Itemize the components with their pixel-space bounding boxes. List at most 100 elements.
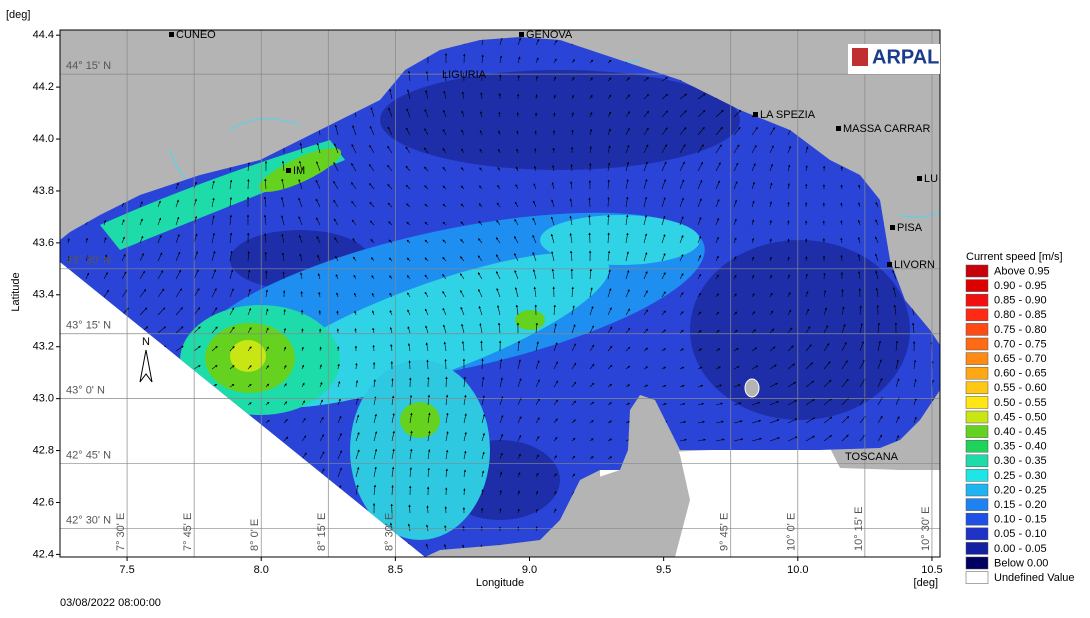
dms-lat-label: 43° 0' N bbox=[66, 385, 105, 397]
legend-swatch bbox=[966, 426, 988, 438]
y-tick-label: 43.0 bbox=[33, 393, 54, 405]
dms-lon-label: 7° 45' E bbox=[182, 513, 194, 551]
legend-swatch bbox=[966, 323, 988, 335]
logo-text: ARPAL bbox=[872, 46, 939, 68]
slow-zone bbox=[690, 240, 910, 420]
x-unit: [deg] bbox=[914, 577, 938, 589]
legend-swatch bbox=[966, 542, 988, 554]
legend-label: 0.70 - 0.75 bbox=[994, 338, 1047, 350]
legend-label: 0.05 - 0.10 bbox=[994, 528, 1047, 540]
x-tick-label: 10.5 bbox=[921, 564, 942, 576]
legend-label: Above 0.95 bbox=[994, 265, 1050, 277]
legend-swatch bbox=[966, 484, 988, 496]
dms-lon-label: 10° 15' E bbox=[853, 507, 865, 551]
legend-swatch bbox=[966, 367, 988, 379]
legend-swatch bbox=[966, 338, 988, 350]
x-tick-label: 10.0 bbox=[787, 564, 808, 576]
dms-lon-label: 7° 30' E bbox=[115, 513, 127, 551]
legend-label: 0.60 - 0.65 bbox=[994, 368, 1047, 380]
logo: ARPAL bbox=[848, 44, 940, 74]
legend-swatch bbox=[966, 557, 988, 569]
y-tick-label: 43.2 bbox=[33, 341, 54, 353]
legend-swatch bbox=[966, 513, 988, 525]
legend: Above 0.950.90 - 0.950.85 - 0.900.80 - 0… bbox=[966, 265, 1075, 584]
legend-swatch bbox=[966, 294, 988, 306]
place-label: LU bbox=[924, 173, 938, 185]
dms-lon-label: 7° 15' E bbox=[48, 513, 60, 551]
dms-lon-label: 9° 45' E bbox=[719, 513, 731, 551]
fast-zone bbox=[350, 360, 490, 540]
y-tick-label: 42.4 bbox=[33, 548, 54, 560]
y-tick-label: 43.6 bbox=[33, 237, 54, 249]
legend-swatch bbox=[966, 396, 988, 408]
slow-zone bbox=[380, 70, 740, 170]
y-tick-label: 42.8 bbox=[33, 444, 54, 456]
legend-label: 0.20 - 0.25 bbox=[994, 484, 1047, 496]
legend-swatch bbox=[966, 309, 988, 321]
y-unit: [deg] bbox=[6, 9, 30, 21]
island bbox=[745, 379, 759, 397]
legend-label: 0.10 - 0.15 bbox=[994, 514, 1047, 526]
legend-label: 0.00 - 0.05 bbox=[994, 543, 1047, 555]
eddy bbox=[230, 340, 266, 372]
timestamp: 03/08/2022 08:00:00 bbox=[60, 597, 161, 609]
legend-swatch bbox=[966, 455, 988, 467]
y-tick-label: 44.0 bbox=[33, 133, 54, 145]
place-label: MASSA CARRAR bbox=[843, 123, 930, 135]
legend-label: 0.30 - 0.35 bbox=[994, 455, 1047, 467]
legend-label: 0.80 - 0.85 bbox=[994, 309, 1047, 321]
place-label: IM bbox=[293, 165, 305, 177]
legend-swatch bbox=[966, 382, 988, 394]
place-label: CUNEO bbox=[176, 29, 216, 41]
dms-lon-label: 8° 15' E bbox=[316, 513, 328, 551]
eddy bbox=[515, 310, 545, 330]
y-tick-label: 42.6 bbox=[33, 496, 54, 508]
dms-lat-label: 43° 15' N bbox=[66, 320, 111, 332]
place-label: PISA bbox=[897, 222, 923, 234]
place-marker bbox=[836, 126, 841, 131]
legend-label: 0.75 - 0.80 bbox=[994, 324, 1047, 336]
dms-lon-label: 8° 0' E bbox=[249, 519, 261, 551]
x-tick-label: 8.5 bbox=[388, 564, 403, 576]
legend-label: 0.55 - 0.60 bbox=[994, 382, 1047, 394]
legend-swatch bbox=[966, 353, 988, 365]
dms-lon-label: 10° 0' E bbox=[786, 513, 798, 551]
legend-swatch bbox=[966, 265, 988, 277]
eddy bbox=[400, 402, 440, 438]
place-marker bbox=[753, 112, 758, 117]
dms-lat-label: 44° 15' N bbox=[66, 60, 111, 72]
place-label: GENOVA bbox=[526, 29, 573, 41]
y-axis-title: Latitude bbox=[10, 272, 22, 311]
legend-swatch bbox=[966, 528, 988, 540]
place-label: LIGURIA bbox=[442, 69, 487, 81]
legend-label: 0.50 - 0.55 bbox=[994, 397, 1047, 409]
place-label: LA SPEZIA bbox=[760, 109, 816, 121]
legend-label: 0.90 - 0.95 bbox=[994, 280, 1047, 292]
legend-swatch bbox=[966, 440, 988, 452]
place-marker bbox=[519, 32, 524, 37]
legend-label: 0.45 - 0.50 bbox=[994, 411, 1047, 423]
legend-label: 0.25 - 0.30 bbox=[994, 470, 1047, 482]
dms-lon-label: 8° 30' E bbox=[383, 513, 395, 551]
dms-lon-label: 10° 30' E bbox=[920, 507, 932, 551]
legend-label: 0.35 - 0.40 bbox=[994, 441, 1047, 453]
y-tick-label: 44.4 bbox=[33, 29, 54, 41]
legend-label: 0.15 - 0.20 bbox=[994, 499, 1047, 511]
legend-swatch bbox=[966, 469, 988, 481]
legend-title: Current speed [m/s] bbox=[966, 251, 1063, 263]
legend-swatch bbox=[966, 499, 988, 511]
legend-label: Undefined Value bbox=[994, 572, 1075, 584]
north-label: N bbox=[142, 336, 150, 348]
place-label: TOSCANA bbox=[845, 451, 899, 463]
x-tick-label: 8.0 bbox=[254, 564, 269, 576]
dms-lat-label: 43° 30' N bbox=[66, 255, 111, 267]
x-tick-label: 7.5 bbox=[119, 564, 134, 576]
legend-label: 0.40 - 0.45 bbox=[994, 426, 1047, 438]
place-marker bbox=[887, 262, 892, 267]
place-label: LIVORN bbox=[894, 259, 935, 271]
place-marker bbox=[890, 225, 895, 230]
legend-label: Below 0.00 bbox=[994, 557, 1048, 569]
y-tick-label: 43.8 bbox=[33, 185, 54, 197]
legend-swatch bbox=[966, 280, 988, 292]
